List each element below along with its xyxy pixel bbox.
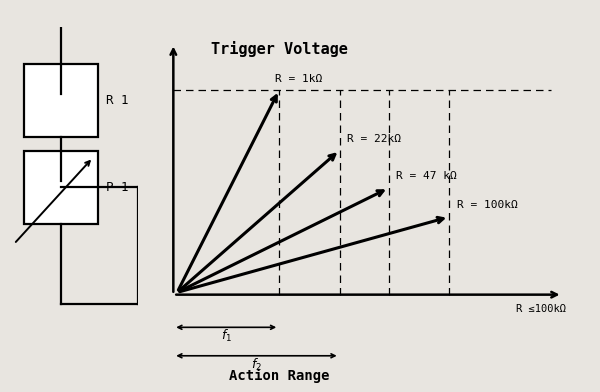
- Bar: [25, 151, 98, 224]
- Text: $f_1$: $f_1$: [221, 328, 232, 344]
- Bar: [25, 64, 98, 138]
- Text: P 1: P 1: [106, 181, 129, 194]
- Text: R = 22kΩ: R = 22kΩ: [347, 134, 401, 143]
- Text: $f_2$: $f_2$: [251, 357, 262, 373]
- Text: R = 1kΩ: R = 1kΩ: [275, 74, 323, 83]
- Text: R ≤100kΩ: R ≤100kΩ: [516, 303, 566, 314]
- Text: R = 47 kΩ: R = 47 kΩ: [396, 171, 457, 181]
- Text: R 1: R 1: [106, 94, 129, 107]
- Text: Action Range: Action Range: [229, 369, 329, 383]
- Text: Trigger Voltage: Trigger Voltage: [211, 42, 347, 57]
- Text: R = 100kΩ: R = 100kΩ: [457, 200, 517, 210]
